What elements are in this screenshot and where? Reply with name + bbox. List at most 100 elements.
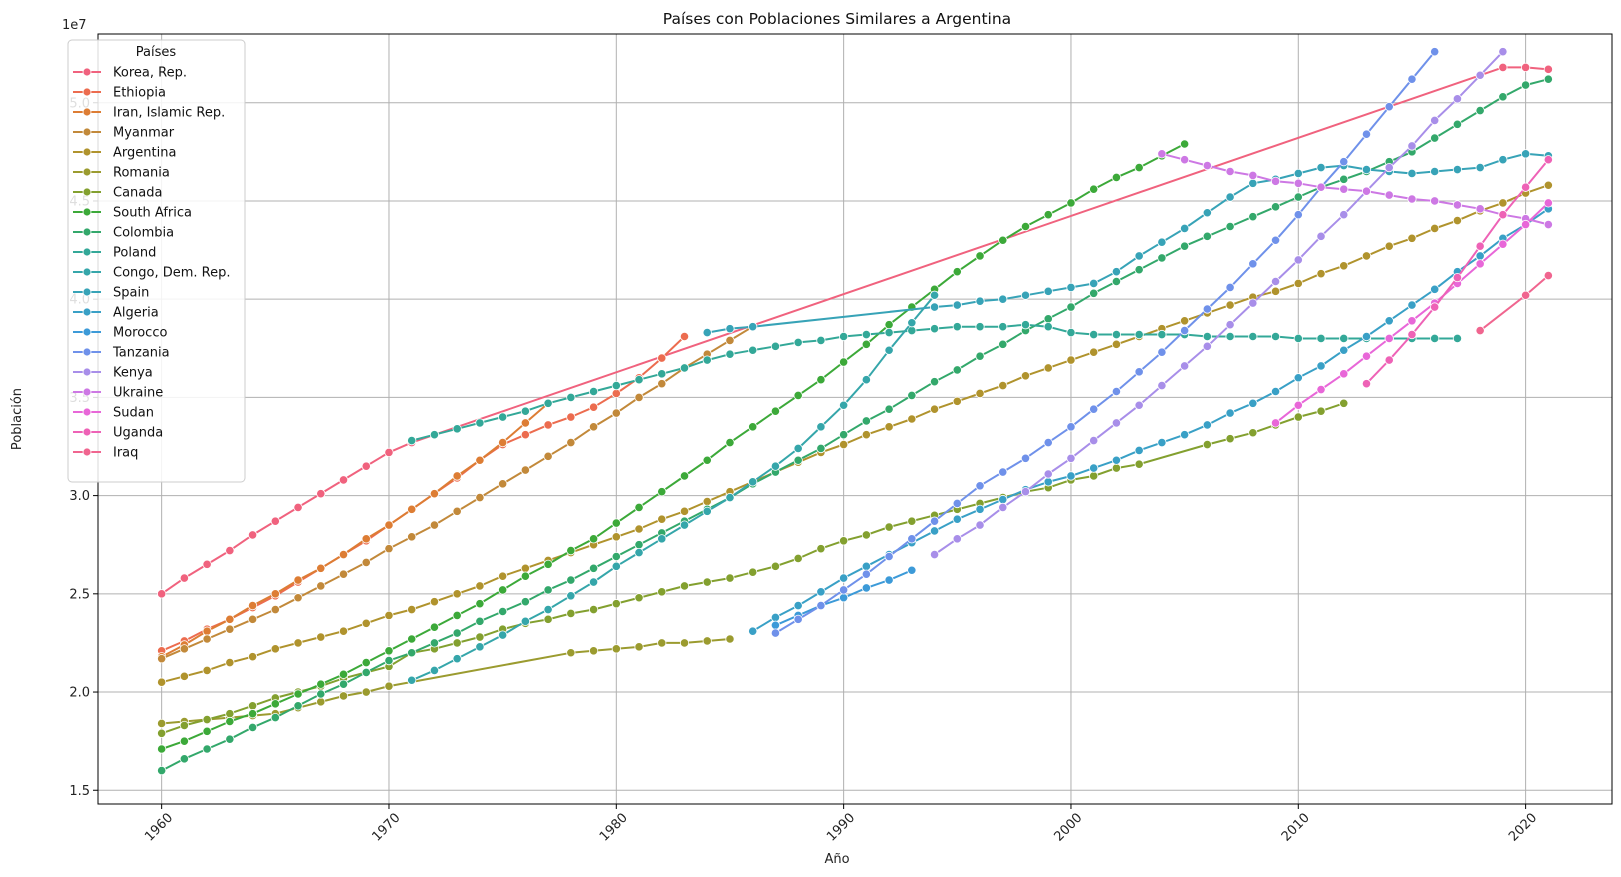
data-point — [1043, 322, 1053, 332]
data-point — [679, 363, 690, 373]
data-point — [157, 589, 167, 599]
data-point — [1498, 47, 1508, 57]
data-point — [975, 296, 985, 306]
data-point — [839, 585, 849, 595]
data-point — [588, 402, 599, 412]
legend-item: Morocco — [73, 326, 167, 341]
data-point — [770, 561, 781, 571]
data-point — [702, 636, 712, 646]
data-point — [1384, 355, 1394, 365]
legend-dot-marker — [82, 247, 92, 257]
data-point — [1293, 278, 1303, 289]
legend-label: Tanzania — [112, 346, 170, 361]
data-point — [1293, 373, 1303, 383]
data-point — [384, 656, 394, 666]
data-point — [520, 563, 530, 573]
legend-dot-marker — [82, 447, 92, 457]
data-point — [429, 638, 440, 648]
y-offset-label: 1e7 — [62, 18, 87, 33]
data-point — [1043, 477, 1053, 487]
data-point — [498, 571, 508, 581]
data-point — [1339, 210, 1349, 220]
legend-label: Argentina — [113, 146, 176, 161]
data-point — [1475, 241, 1485, 251]
data-point — [1384, 241, 1394, 251]
data-point — [611, 561, 621, 571]
data-point — [1316, 182, 1326, 192]
legend-dot-marker — [82, 147, 92, 157]
data-point — [884, 422, 894, 432]
data-point — [316, 689, 326, 699]
data-point — [1407, 329, 1417, 340]
data-point — [793, 553, 803, 564]
data-point — [543, 585, 553, 595]
legend-label: Kenya — [113, 366, 153, 381]
data-point — [975, 388, 985, 399]
data-point — [998, 294, 1008, 304]
data-point — [1430, 47, 1440, 57]
data-point — [1111, 463, 1122, 473]
data-point — [952, 534, 962, 544]
data-point — [1111, 386, 1122, 397]
data-point — [247, 652, 258, 662]
legend-dot-marker — [82, 347, 92, 357]
data-point — [1339, 174, 1349, 184]
series-kenya — [929, 47, 1508, 560]
data-point — [384, 681, 394, 691]
legend-item: Argentina — [73, 146, 176, 161]
data-point — [1407, 300, 1417, 310]
legend-label: Poland — [113, 246, 156, 261]
data-point — [452, 589, 462, 599]
data-point — [588, 646, 599, 656]
data-point — [361, 461, 371, 471]
data-point — [1293, 412, 1303, 422]
data-point — [1521, 219, 1531, 230]
data-point — [1225, 282, 1235, 292]
y-tick-label: 2.0 — [69, 686, 90, 701]
data-point — [520, 597, 530, 607]
data-point — [1043, 469, 1053, 479]
data-point — [1498, 62, 1508, 72]
data-point — [566, 608, 576, 619]
data-point — [202, 559, 212, 569]
data-point — [384, 447, 394, 457]
legend-item: Poland — [73, 246, 156, 261]
legend-dot-marker — [82, 107, 92, 117]
data-point — [861, 339, 871, 349]
data-point — [702, 355, 712, 365]
data-point — [1452, 94, 1463, 104]
data-point — [679, 520, 690, 530]
data-point — [725, 335, 735, 346]
legend-item: Iraq — [73, 446, 138, 461]
data-point — [657, 638, 667, 648]
data-point — [1407, 316, 1417, 326]
data-point — [407, 436, 417, 446]
data-point — [975, 504, 985, 514]
data-point — [884, 345, 894, 355]
data-point — [1543, 180, 1553, 190]
data-point — [839, 573, 849, 583]
legend-item: Congo, Dem. Rep. — [73, 266, 231, 281]
data-point — [929, 516, 940, 526]
data-point — [1521, 149, 1531, 159]
data-point — [429, 520, 440, 530]
data-point — [793, 390, 803, 401]
data-point — [748, 567, 758, 577]
data-point — [679, 331, 690, 342]
data-point — [839, 593, 849, 603]
data-point — [1339, 184, 1349, 194]
data-point — [157, 728, 167, 738]
data-point — [1066, 422, 1076, 432]
data-point — [384, 646, 394, 656]
data-point — [907, 534, 917, 544]
data-point — [1430, 302, 1440, 312]
data-point — [1475, 326, 1485, 336]
data-point — [225, 716, 235, 727]
data-point — [157, 718, 167, 729]
data-point — [1498, 210, 1508, 220]
data-point — [202, 626, 212, 636]
data-point — [1339, 369, 1349, 379]
data-point — [748, 477, 758, 487]
data-point — [634, 502, 644, 512]
